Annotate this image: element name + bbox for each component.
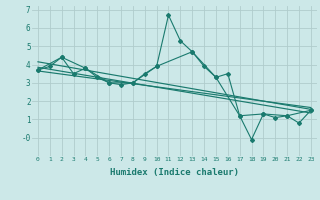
X-axis label: Humidex (Indice chaleur): Humidex (Indice chaleur): [110, 168, 239, 177]
